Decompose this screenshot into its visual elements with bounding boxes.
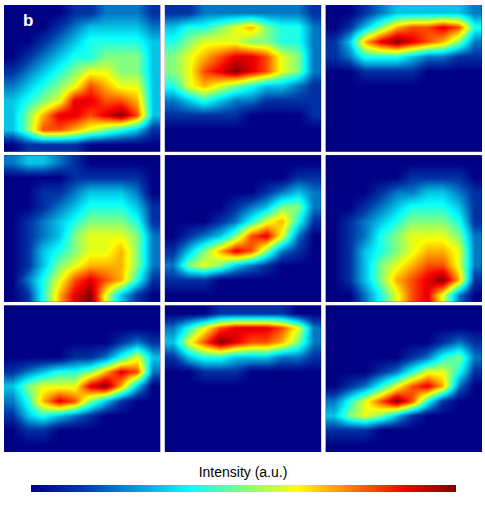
svg-text:b: b: [23, 11, 33, 30]
svg-text:Intensity (a.u.): Intensity (a.u.): [199, 464, 288, 480]
